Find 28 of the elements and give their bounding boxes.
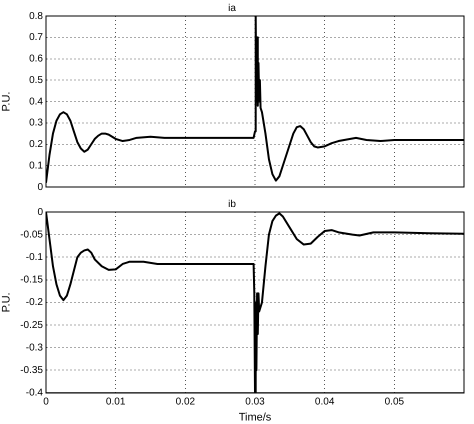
- y-axis-title: P.U.: [0, 292, 13, 312]
- x-tick-label: 0.02: [176, 396, 196, 408]
- y-tick-label: -0.15: [20, 274, 44, 286]
- y-tick-label: 0.6: [29, 54, 44, 64]
- y-tick-label: 0.2: [29, 139, 44, 150]
- y-tick-label: 0.1: [29, 160, 44, 172]
- y-tick-label: 0.4: [29, 96, 44, 108]
- y-tick-label: -0.4: [26, 388, 44, 399]
- y-tick-label: -0.2: [26, 297, 44, 308]
- y-tick-label: 0.3: [29, 118, 44, 129]
- y-tick-label: -0.25: [20, 320, 44, 331]
- x-tick-label: 0.03: [245, 396, 266, 408]
- y-tick-label: 0: [37, 206, 44, 218]
- x-tick-label: 0.01: [106, 396, 126, 408]
- y-axis-title: P.U.: [0, 92, 13, 112]
- chart-title: ia: [228, 2, 236, 14]
- y-tick-label: 0.5: [29, 74, 44, 86]
- x-axis-title: Time/s: [238, 411, 272, 424]
- y-tick-label: 0.8: [29, 10, 44, 22]
- y-tick-label: -0.05: [20, 229, 44, 240]
- y-tick-label: -0.1: [26, 252, 44, 263]
- chart-title: ib: [228, 198, 236, 210]
- x-tick-label: 0.04: [314, 396, 335, 408]
- x-tick-label: 0.05: [384, 396, 404, 408]
- y-tick-label: -0.3: [26, 342, 44, 354]
- y-tick-label: 0: [37, 182, 44, 193]
- y-tick-label: 0.7: [29, 32, 44, 44]
- y-tick-label: -0.35: [20, 364, 44, 376]
